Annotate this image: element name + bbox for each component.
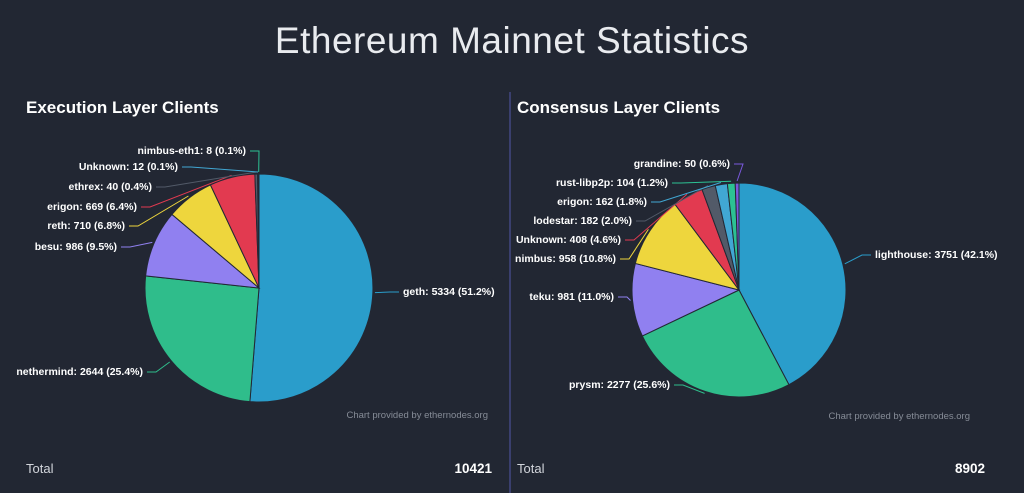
slice-label-lighthouse: lighthouse: 3751 (42.1%) — [875, 248, 998, 261]
pie-consensus-layer — [618, 163, 871, 398]
chart-credit-consensus[interactable]: Chart provided by ethernodes.org — [828, 411, 970, 422]
pie-slice-prysm[interactable] — [641, 289, 790, 398]
slice-label-rust-libp2p: rust-libp2p: 104 (1.2%) — [555, 176, 668, 189]
label-connector-nethermind — [147, 361, 170, 373]
label-connector-teku — [618, 296, 631, 301]
slice-label-grandine: grandine: 50 (0.6%) — [633, 157, 730, 170]
slice-label-nimbus-eth1: nimbus-eth1: 8 (0.1%) — [137, 144, 246, 157]
label-connector-besu — [121, 241, 153, 248]
slice-label-reth: reth: 710 (6.8%) — [47, 219, 125, 232]
label-connector-lodestar — [636, 185, 709, 222]
execution-total-label: Total — [26, 460, 54, 476]
consensus-total-value: 8902 — [954, 460, 985, 476]
pie-slice-lighthouse[interactable] — [738, 182, 847, 386]
slice-label-lodestar: lodestar: 182 (2.0%) — [533, 214, 632, 227]
label-connector-Unknown — [182, 166, 259, 173]
label-connector-erigon — [651, 182, 722, 203]
label-connector-Unknown — [625, 193, 688, 241]
slice-label-teku: teku: 981 (11.0%) — [529, 290, 614, 303]
consensus-total-label: Total — [517, 460, 545, 476]
label-connector-nimbus — [620, 229, 649, 260]
slice-label-Unknown: Unknown: 408 (4.6%) — [515, 233, 621, 246]
pie-slice-nethermind[interactable] — [144, 275, 260, 403]
pie-slice-teku[interactable] — [631, 262, 741, 337]
pie-slice-grandine[interactable] — [734, 182, 740, 291]
execution-panel-title: Execution Layer Clients — [26, 98, 219, 117]
label-connector-grandine — [734, 163, 744, 182]
slice-label-nethermind: nethermind: 2644 (25.4%) — [16, 365, 143, 378]
slice-label-Unknown: Unknown: 12 (0.1%) — [78, 160, 178, 173]
execution-total-value: 10421 — [454, 460, 492, 476]
slice-label-erigon: erigon: 162 (1.8%) — [557, 195, 647, 208]
slice-label-prysm: prysm: 2277 (25.6%) — [569, 378, 670, 391]
panel-divider — [509, 92, 511, 493]
consensus-panel-title: Consensus Layer Clients — [517, 98, 721, 117]
label-connector-geth — [374, 291, 399, 294]
label-connector-rust-libp2p — [672, 180, 732, 184]
pie-slice-geth[interactable] — [249, 173, 374, 403]
page-title: Ethereum Mainnet Statistics — [274, 20, 750, 61]
chart-credit-execution[interactable]: Chart provided by ethernodes.org — [346, 410, 488, 421]
label-connector-reth — [129, 195, 189, 227]
execution-total-row: Total 10421 — [26, 459, 492, 477]
pie-slice-nimbus-eth1[interactable] — [257, 173, 260, 289]
slice-label-nimbus: nimbus: 958 (10.8%) — [515, 252, 616, 265]
pie-execution-layer — [121, 150, 399, 403]
label-connector-erigon — [141, 174, 232, 208]
slice-label-geth: geth: 5334 (51.2%) — [403, 285, 495, 298]
label-connector-lighthouse — [844, 254, 871, 265]
consensus-total-row: Total 8902 — [517, 459, 985, 477]
label-connector-nimbus-eth1 — [250, 150, 260, 173]
label-connector-ethrex — [156, 171, 257, 188]
slice-label-besu: besu: 986 (9.5%) — [34, 240, 117, 253]
slice-label-erigon: erigon: 669 (6.4%) — [47, 200, 137, 213]
slice-label-ethrex: ethrex: 40 (0.4%) — [68, 180, 152, 193]
label-connector-prysm — [674, 384, 705, 394]
